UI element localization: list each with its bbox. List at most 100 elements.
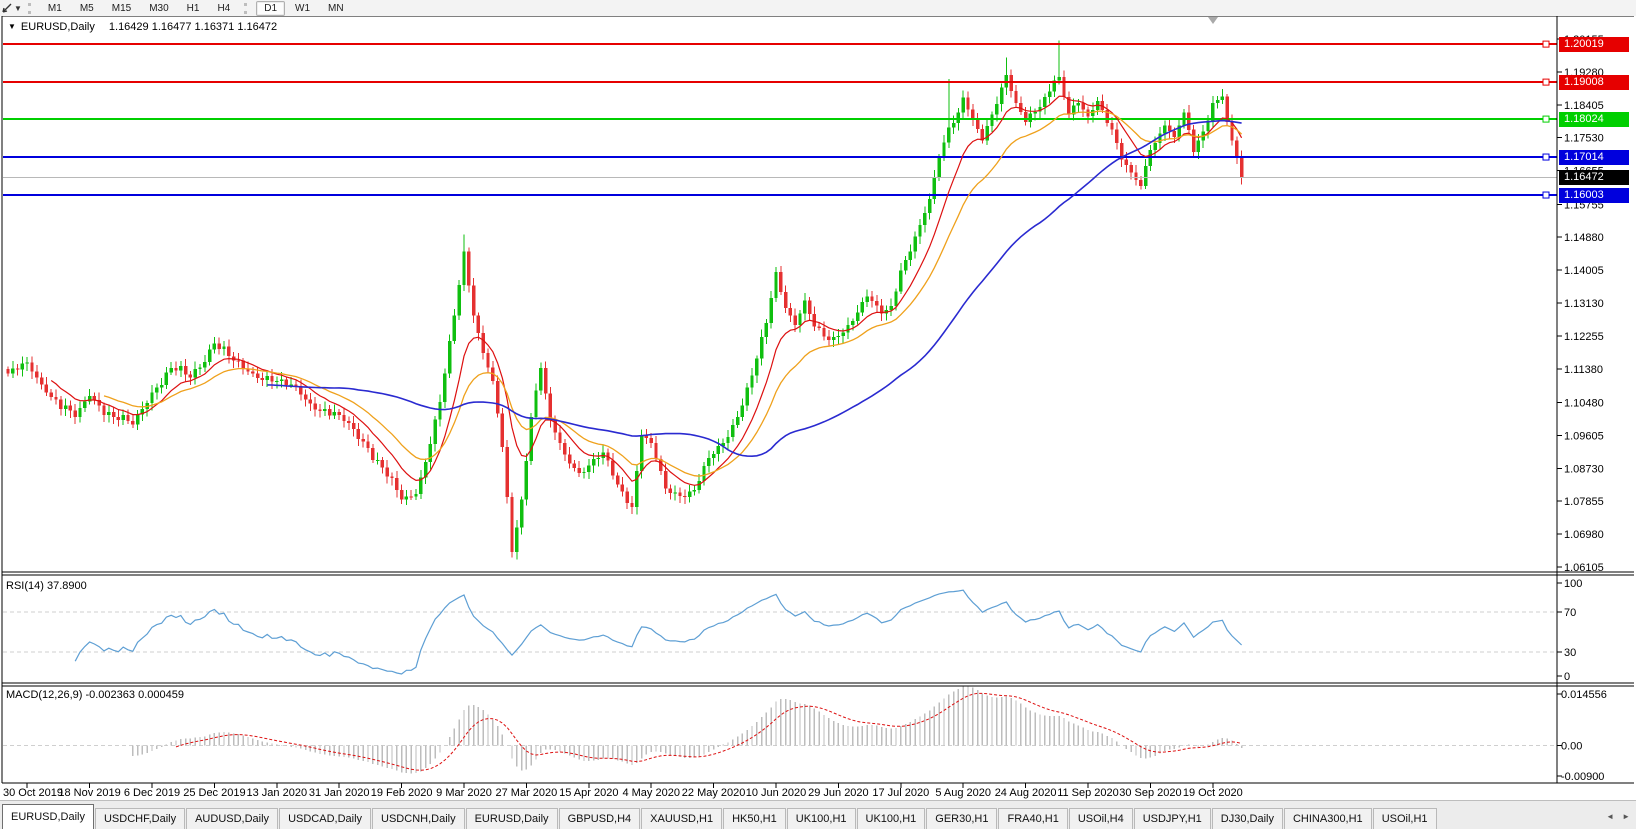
date-axis-label: 4 May 2020 [622, 787, 679, 799]
chart-tab-fra40-h1[interactable]: FRA40,H1 [998, 808, 1068, 829]
date-axis-label: 6 Dec 2019 [124, 787, 180, 799]
chart-tab-usoil-h1[interactable]: USOil,H1 [1372, 808, 1437, 829]
level-price-badge: 1.16003 [1559, 187, 1629, 203]
dropdown-caret-icon[interactable]: ▼ [14, 3, 22, 13]
chart-tab-usdchf-daily[interactable]: USDCHF,Daily [94, 808, 186, 829]
ma-line-10 [50, 95, 1243, 486]
timeframe-button-h4[interactable]: H4 [217, 2, 231, 14]
ma-line-21 [103, 110, 1243, 477]
price-axis-label: 1.17530 [1564, 133, 1604, 145]
date-axis-label: 10 Jun 2020 [746, 787, 807, 799]
rsi-axis-label: 30 [1564, 647, 1576, 659]
price-axis-label: 1.12255 [1564, 331, 1604, 343]
date-axis-label: 30 Sep 2020 [1119, 787, 1181, 799]
date-axis-label: 25 Dec 2019 [183, 787, 245, 799]
chart-tab-gbpusd-h4[interactable]: GBPUSD,H4 [558, 808, 641, 829]
level-price-badge: 1.20019 [1559, 36, 1629, 52]
chart-canvas[interactable]: 1.201551.192801.184051.175301.166551.157… [0, 0, 1636, 800]
date-axis-label: 15 Apr 2020 [559, 787, 618, 799]
price-axis-label: 1.07855 [1564, 496, 1604, 508]
chart-tab-usdjpy-h1[interactable]: USDJPY,H1 [1133, 808, 1211, 829]
rsi-axis-label: 70 [1564, 607, 1576, 619]
price-axis-label: 1.06980 [1564, 529, 1604, 541]
toolbar-grip [27, 2, 34, 14]
level-handle[interactable] [1542, 191, 1550, 199]
date-axis-label: 19 Feb 2020 [371, 787, 433, 799]
chart-ohlc-readout: 1.16429 1.16477 1.16371 1.16472 [108, 21, 278, 33]
rsi-axis-label: 0 [1564, 671, 1570, 683]
chart-tab-xauusd-h1[interactable]: XAUUSD,H1 [641, 808, 723, 829]
price-axis-label: 1.08730 [1564, 463, 1604, 475]
date-axis-label: 18 Nov 2019 [58, 787, 120, 799]
date-axis-label: 31 Jan 2020 [309, 787, 370, 799]
date-axis-label: 24 Aug 2020 [995, 787, 1057, 799]
level-price-badge: 1.18024 [1559, 111, 1629, 127]
price-axis-label: 1.11380 [1564, 364, 1603, 376]
tab-scroll-buttons: ◄ ► [1602, 810, 1634, 829]
price-axis-label: 1.10480 [1564, 398, 1604, 410]
chart-tab-eurusd-daily[interactable]: EURUSD,Daily [465, 808, 558, 829]
chart-tab-dj30-daily[interactable]: DJ30,Daily [1211, 808, 1283, 829]
level-handle[interactable] [1542, 153, 1550, 161]
timeframe-button-w1[interactable]: W1 [295, 2, 311, 14]
timeframe-button-m5[interactable]: M5 [79, 2, 94, 14]
macd-axis-label: -0.00900 [1561, 771, 1604, 783]
chart-tab-usdcnh-daily[interactable]: USDCNH,Daily [372, 808, 465, 829]
price-axis-label: 1.18405 [1564, 100, 1604, 112]
horizontal-levels [3, 40, 1557, 199]
date-axis-label: 13 Jan 2020 [247, 787, 308, 799]
tab-scroll-right-icon[interactable]: ► [1622, 812, 1630, 821]
toolbar-grip [244, 2, 250, 14]
chart-tab-eurusd-daily[interactable]: EURUSD,Daily [2, 804, 94, 829]
chart-tab-audusd-daily[interactable]: AUDUSD,Daily [186, 808, 279, 829]
chart-tab-uk100-h1[interactable]: UK100,H1 [856, 808, 926, 829]
chart-tab-uk100-h1[interactable]: UK100,H1 [786, 808, 856, 829]
tab-scroll-left-icon[interactable]: ◄ [1606, 812, 1615, 821]
chart-symbol-period: EURUSD,Daily [20, 21, 95, 33]
timeframe-button-m15[interactable]: M15 [111, 2, 132, 14]
current-price-badge: 1.16472 [1559, 169, 1629, 185]
level-handle[interactable] [1542, 40, 1550, 48]
chart-tab-ger30-h1[interactable]: GER30,H1 [926, 808, 998, 829]
rsi-axis-label: 100 [1564, 578, 1582, 590]
candlestick-series [6, 40, 1244, 560]
toolbar: ▼ M1 M5 M15 M30 H1 H4 D1 W1 MN [0, 0, 1636, 16]
chart-tab-china300-h1[interactable]: CHINA300,H1 [1283, 808, 1372, 829]
timeframe-button-d1[interactable]: D1 [256, 0, 286, 16]
cursor-tool-glyph [2, 3, 12, 13]
price-axis-label: 1.14005 [1564, 265, 1604, 277]
chart-tab-usoil-h4[interactable]: USOil,H4 [1068, 808, 1133, 829]
date-axis-label: 17 Jul 2020 [872, 787, 929, 799]
macd-indicator-label: MACD(12,26,9) -0.002363 0.000459 [6, 689, 184, 701]
timeframe-button-group: M1 M5 M15 M30 H1 H4 D1 W1 MN [40, 0, 354, 16]
macd-histogram [132, 686, 1243, 774]
cursor-tool-icon[interactable] [1, 2, 13, 14]
level-handle[interactable] [1542, 78, 1550, 86]
price-axis-label: 1.13130 [1564, 298, 1604, 310]
level-price-badge: 1.17014 [1559, 149, 1629, 165]
collapse-triangle-icon[interactable]: ▼ [8, 22, 16, 31]
chart-title: ▼ EURUSD,Daily 1.16429 1.16477 1.16371 1.1… [8, 21, 277, 33]
ma-line-55 [267, 119, 1242, 458]
level-price-badge: 1.19008 [1559, 74, 1629, 90]
rsi-line [74, 589, 1243, 675]
rsi-indicator-label: RSI(14) 37.8900 [6, 580, 87, 592]
timeframe-button-m1[interactable]: M1 [47, 2, 62, 14]
price-axis-label: 1.14880 [1564, 232, 1604, 244]
chart-tab-hk50-h1[interactable]: HK50,H1 [723, 808, 786, 829]
timeframe-button-mn[interactable]: MN [328, 2, 344, 14]
date-axis-label: 27 Mar 2020 [496, 787, 558, 799]
date-axis-label: 19 Oct 2020 [1183, 787, 1243, 799]
price-axis-label: 1.09605 [1564, 430, 1604, 442]
chart-shift-marker-icon[interactable] [1208, 17, 1218, 24]
date-axis-label: 9 Mar 2020 [436, 787, 492, 799]
date-axis-label: 29 Jun 2020 [808, 787, 869, 799]
date-axis-label: 22 May 2020 [682, 787, 746, 799]
chart-tab-bar: EURUSD,Daily USDCHF,Daily AUDUSD,Daily USDC… [0, 800, 1636, 829]
level-handle[interactable] [1542, 115, 1550, 123]
timeframe-button-h1[interactable]: H1 [186, 2, 200, 14]
macd-axis-label: 0.014556 [1561, 689, 1607, 701]
timeframe-button-m30[interactable]: M30 [149, 2, 169, 14]
chart-tab-usdcad-daily[interactable]: USDCAD,Daily [279, 808, 372, 829]
